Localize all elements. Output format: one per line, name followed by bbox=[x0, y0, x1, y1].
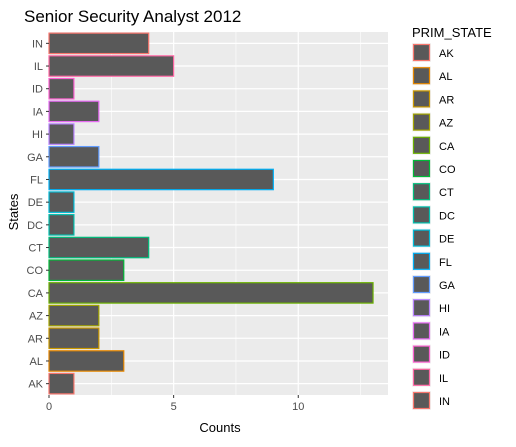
x-tick-label: 10 bbox=[292, 401, 304, 413]
legend-swatch-ia bbox=[412, 322, 431, 340]
legend-label-ak: AK bbox=[439, 48, 454, 60]
bar-il bbox=[48, 55, 175, 77]
legend-swatch-ak bbox=[412, 43, 431, 62]
legend-label-co: CO bbox=[439, 164, 456, 176]
x-tick-label: 5 bbox=[171, 401, 177, 413]
legend-label-ct: CT bbox=[439, 187, 454, 199]
bar-dc bbox=[48, 214, 75, 236]
legend-swatch-il bbox=[412, 368, 431, 386]
chart-title: Senior Security Analyst 2012 bbox=[24, 7, 241, 26]
bar-id bbox=[48, 77, 75, 100]
x-axis-title: Counts bbox=[199, 420, 241, 435]
bar-ct bbox=[48, 236, 150, 259]
bar-ga bbox=[48, 145, 100, 168]
y-tick-label: HI bbox=[32, 129, 43, 141]
x-tick-label: 0 bbox=[46, 401, 52, 413]
bar-ar bbox=[48, 327, 100, 350]
legend-label-az: AZ bbox=[439, 118, 453, 130]
legend-swatch-hi bbox=[412, 299, 431, 317]
y-tick-label: AK bbox=[28, 379, 43, 391]
legend-label-id: ID bbox=[439, 350, 450, 362]
y-tick-label: IA bbox=[33, 106, 44, 118]
legend-label-hi: HI bbox=[439, 303, 450, 315]
y-tick-label: ID bbox=[32, 84, 43, 96]
legend-swatch-co bbox=[412, 159, 431, 178]
legend-swatch-id bbox=[412, 345, 431, 363]
y-tick-label: AZ bbox=[29, 311, 43, 323]
legend-label-fl: FL bbox=[439, 257, 452, 269]
y-tick-label: DC bbox=[27, 220, 43, 232]
y-tick-label: FL bbox=[30, 174, 43, 186]
y-tick-label: AR bbox=[28, 333, 43, 345]
legend-swatch-ga bbox=[412, 275, 431, 294]
y-tick-label: AL bbox=[30, 356, 43, 368]
bar-ak bbox=[48, 372, 75, 395]
y-tick-label: CO bbox=[27, 265, 44, 277]
bar-hi bbox=[48, 123, 75, 145]
y-tick-label: CT bbox=[28, 243, 43, 255]
legend-label-al: AL bbox=[439, 71, 452, 83]
legend-swatch-ca bbox=[412, 136, 431, 154]
bar-ia bbox=[48, 100, 100, 123]
legend-swatch-fl bbox=[412, 252, 431, 270]
legend-swatch-de bbox=[412, 229, 431, 247]
legend-label-ar: AR bbox=[439, 94, 454, 106]
y-tick-label: CA bbox=[28, 288, 44, 300]
y-axis-title: States bbox=[6, 193, 21, 230]
legend-swatch-dc bbox=[412, 206, 431, 224]
y-tick-label: IN bbox=[32, 38, 43, 50]
bar-co bbox=[48, 259, 125, 282]
bar-ca bbox=[48, 282, 374, 304]
plot-panel bbox=[49, 32, 388, 395]
legend-title: PRIM_STATE bbox=[412, 25, 492, 40]
legend-swatch-az bbox=[412, 113, 431, 131]
bar-in bbox=[48, 32, 150, 55]
legend-label-ia: IA bbox=[439, 326, 450, 338]
y-tick-label: IL bbox=[34, 61, 43, 73]
legend-label-ga: GA bbox=[439, 280, 456, 292]
legend-swatch-ct bbox=[412, 183, 431, 201]
legend-swatch-al bbox=[412, 67, 431, 85]
legend-label-de: DE bbox=[439, 234, 454, 246]
legend-label-il: IL bbox=[439, 373, 448, 385]
legend-label-dc: DC bbox=[439, 210, 455, 222]
legend-swatch-in bbox=[412, 391, 431, 410]
y-tick-label: GA bbox=[27, 152, 44, 164]
y-tick-label: DE bbox=[28, 197, 43, 209]
bar-de bbox=[48, 191, 75, 213]
legend-swatch-ar bbox=[412, 90, 431, 108]
bar-az bbox=[48, 304, 100, 327]
bar-fl bbox=[48, 168, 274, 191]
legend-label-in: IN bbox=[439, 396, 450, 408]
bar-al bbox=[48, 350, 125, 372]
legend-label-ca: CA bbox=[439, 141, 455, 153]
